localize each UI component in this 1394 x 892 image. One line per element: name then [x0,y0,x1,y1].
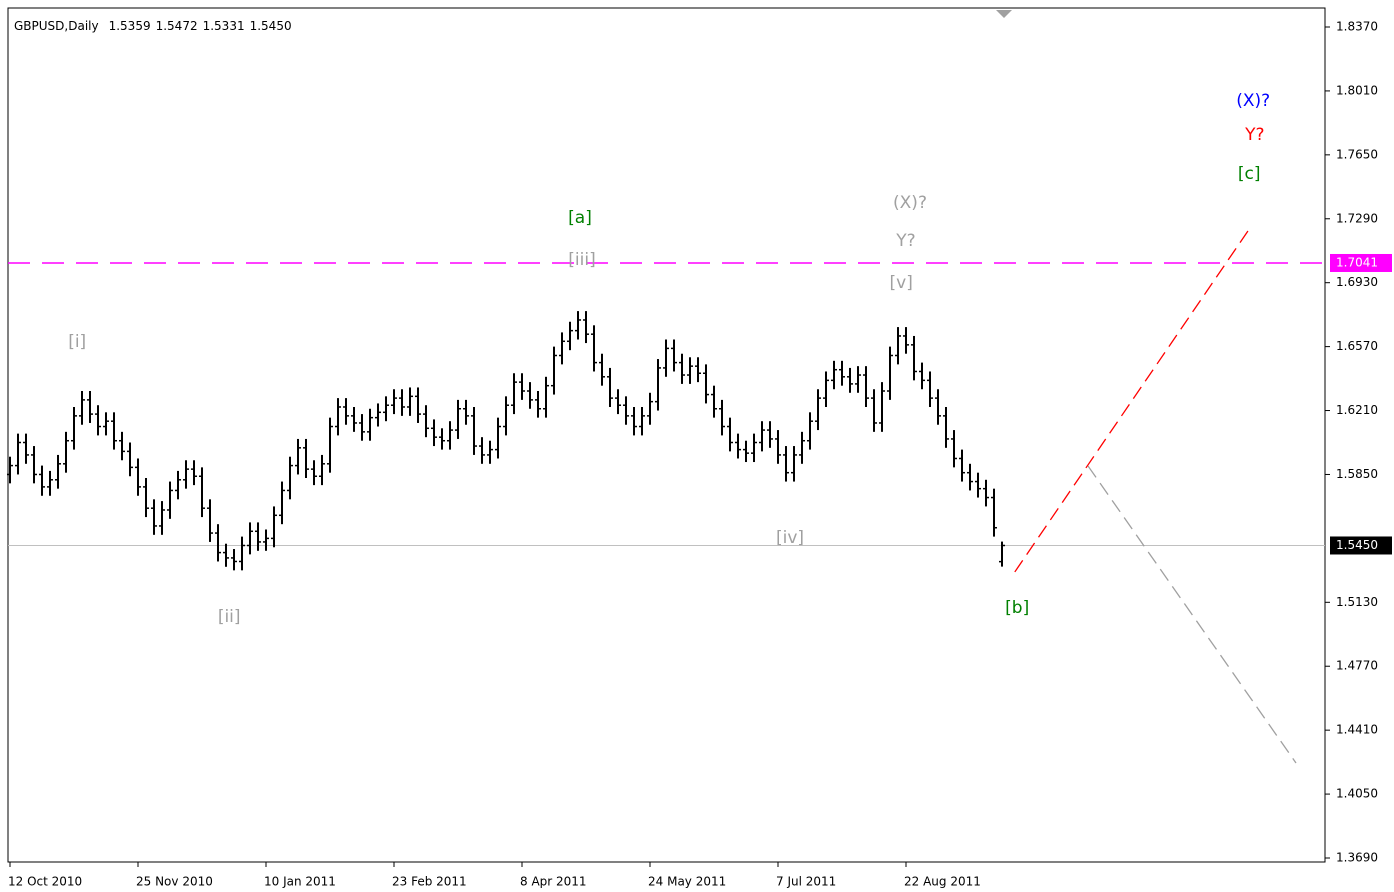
level-label-bg [1330,253,1392,272]
low-value: 1.5331 [203,19,245,33]
y-tick-label: 1.7650 [1336,147,1378,161]
y-tick-label: 1.6570 [1336,339,1378,353]
y-tick-label: 1.4410 [1336,723,1378,737]
x-tick-label: 10 Jan 2011 [264,875,336,889]
y-tick-label: 1.8370 [1336,20,1378,34]
high-value: 1.5472 [156,19,198,33]
price-label-bg [1330,536,1392,555]
wave-label: [c] [1238,164,1261,184]
open-value: 1.5359 [109,19,151,33]
trend-line [1014,227,1251,573]
y-tick-label: 1.5850 [1336,467,1378,481]
y-tick-label: 1.8010 [1336,83,1378,97]
x-tick-label: 24 May 2011 [648,875,726,889]
wave-label: Y? [895,231,915,251]
x-tick-label: 22 Aug 2011 [904,875,981,889]
y-tick-label: 1.5130 [1336,595,1378,609]
wave-label: [b] [1005,598,1029,618]
y-tick-label: 1.7290 [1336,211,1378,225]
x-tick-label: 7 Jul 2011 [776,875,836,889]
x-tick-label: 23 Feb 2011 [392,875,467,889]
shift-marker [996,10,1012,18]
x-tick-label: 12 Oct 2010 [8,875,82,889]
y-tick-label: 1.6930 [1336,275,1378,289]
wave-label: (X)? [893,193,927,213]
x-tick-label: 8 Apr 2011 [520,875,587,889]
wave-label: Y? [1244,125,1264,145]
wave-label: [iii] [568,250,595,270]
trend-line [1087,465,1297,764]
price-label: 1.5450 [1336,538,1378,552]
y-tick-label: 1.3690 [1336,851,1378,865]
wave-label: [v] [890,273,913,293]
wave-label: [i] [68,332,86,352]
close-value: 1.5450 [250,19,292,33]
plot-frame [7,7,1326,863]
header: GBPUSD,Daily 1.5359 1.5472 1.5331 1.5450 [14,19,292,33]
wave-label: (X)? [1236,91,1270,111]
y-tick-label: 1.6210 [1336,403,1378,417]
x-tick-label: 25 Nov 2010 [136,875,213,889]
y-tick-label: 1.4770 [1336,659,1378,673]
symbol: GBPUSD,Daily [14,19,99,33]
wave-label: [a] [568,208,592,228]
wave-label: [ii] [218,607,241,627]
level-label: 1.7041 [1336,255,1378,269]
wave-label: [iv] [776,528,804,548]
y-tick-label: 1.4050 [1336,787,1378,801]
